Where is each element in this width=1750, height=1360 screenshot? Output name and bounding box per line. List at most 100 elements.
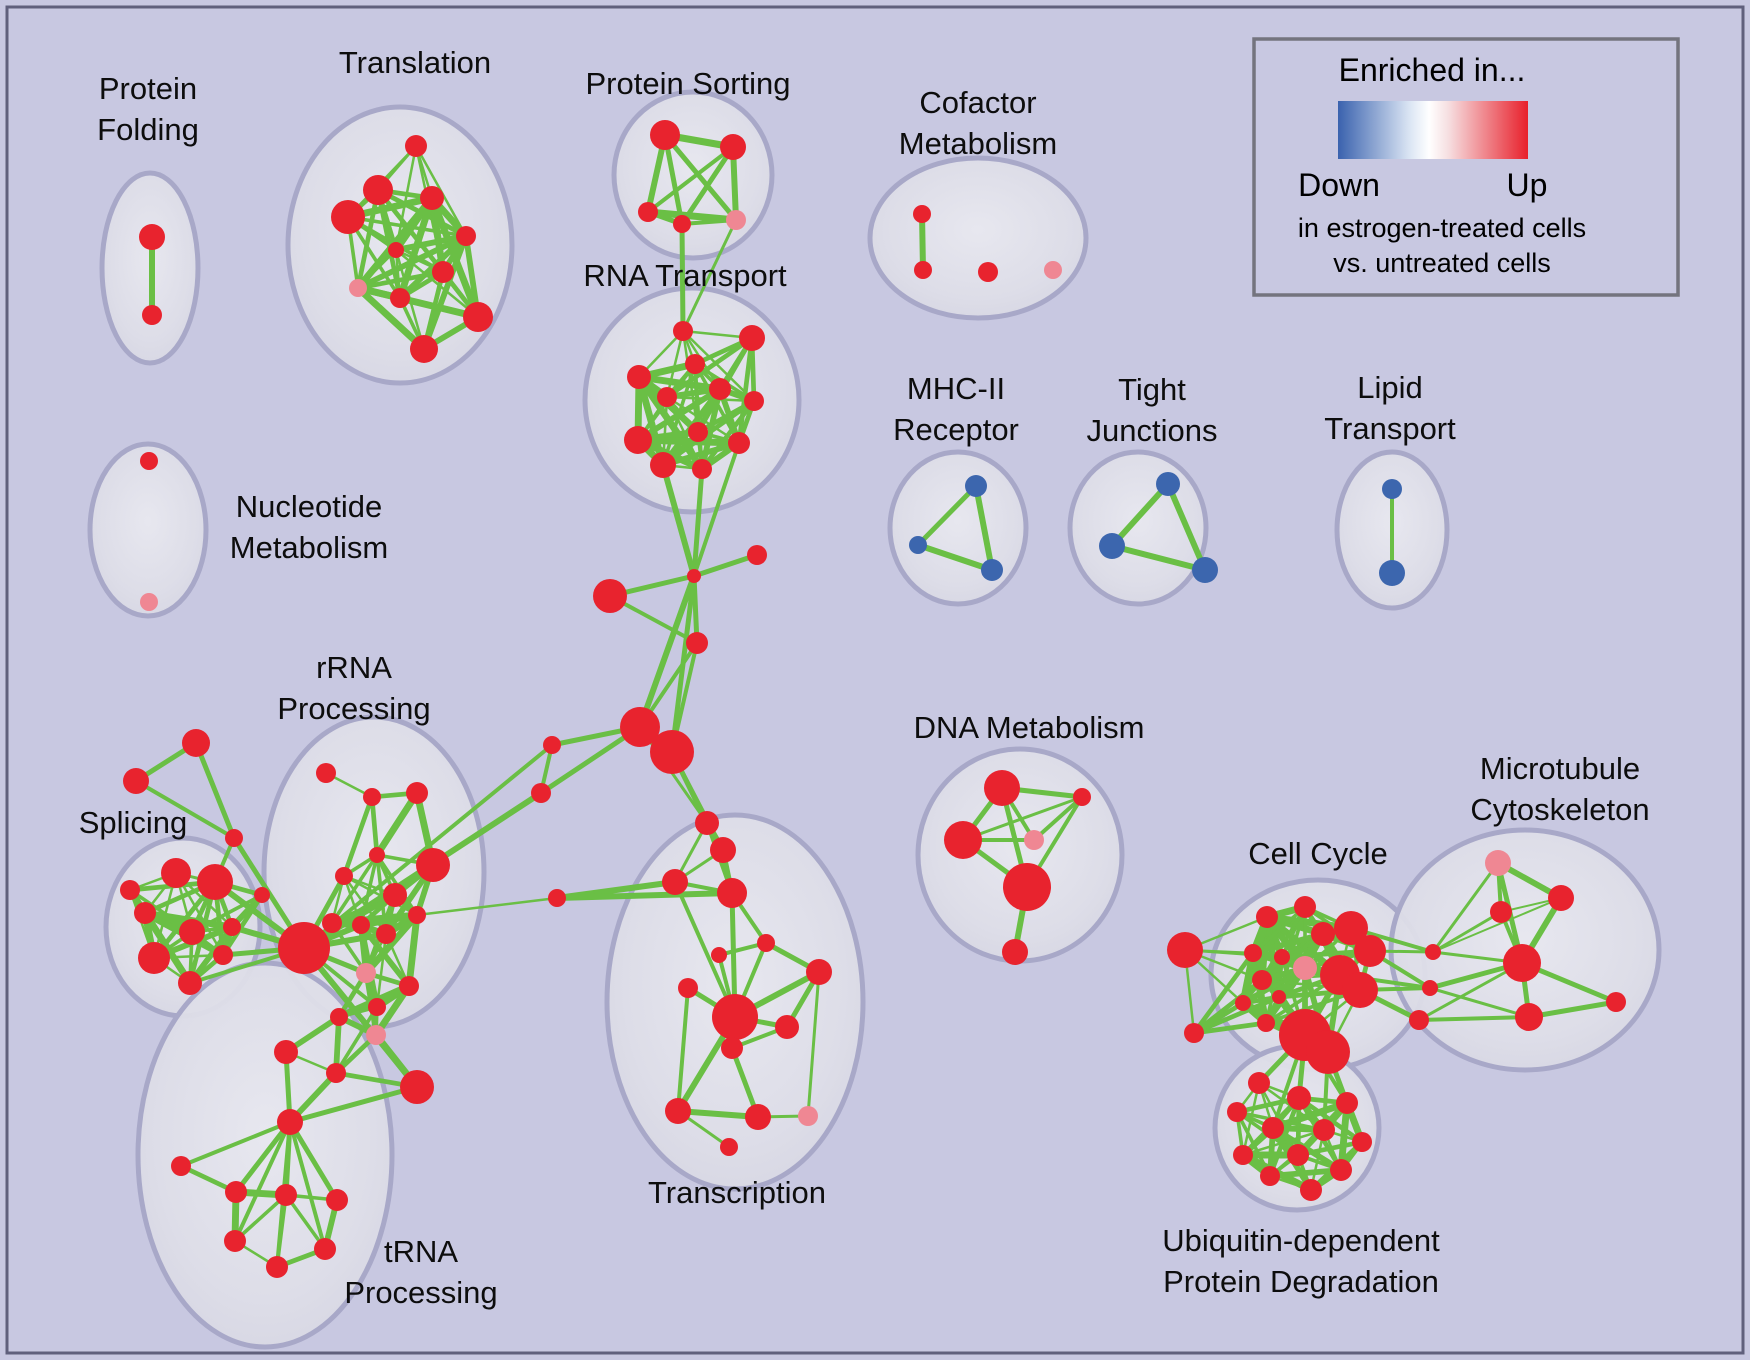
node[interactable]	[399, 976, 419, 996]
node[interactable]	[138, 942, 170, 974]
node[interactable]	[408, 906, 426, 924]
node[interactable]	[709, 378, 731, 400]
node[interactable]	[1485, 850, 1511, 876]
node[interactable]	[1248, 1072, 1270, 1094]
node[interactable]	[638, 202, 658, 222]
node[interactable]	[1235, 995, 1251, 1011]
node[interactable]	[806, 959, 832, 985]
node[interactable]	[531, 783, 551, 803]
node[interactable]	[650, 730, 694, 774]
node[interactable]	[376, 924, 396, 944]
node[interactable]	[326, 1063, 346, 1083]
node[interactable]	[657, 387, 677, 407]
node[interactable]	[405, 135, 427, 157]
node[interactable]	[390, 288, 410, 308]
node[interactable]	[909, 536, 927, 554]
node[interactable]	[1548, 885, 1574, 911]
node[interactable]	[1024, 830, 1044, 850]
node[interactable]	[1334, 911, 1368, 945]
node[interactable]	[981, 559, 1003, 581]
node[interactable]	[432, 261, 454, 283]
node[interactable]	[383, 883, 407, 907]
node[interactable]	[1099, 533, 1125, 559]
node[interactable]	[627, 365, 651, 389]
node[interactable]	[314, 1238, 336, 1260]
node[interactable]	[266, 1256, 288, 1278]
node[interactable]	[984, 770, 1020, 806]
node[interactable]	[1287, 1086, 1311, 1110]
node[interactable]	[278, 922, 330, 974]
node[interactable]	[1156, 472, 1180, 496]
node[interactable]	[274, 1040, 298, 1064]
node[interactable]	[463, 302, 493, 332]
node[interactable]	[316, 763, 336, 783]
node[interactable]	[275, 1184, 297, 1206]
node[interactable]	[420, 186, 444, 210]
node[interactable]	[721, 1037, 743, 1059]
node[interactable]	[678, 978, 698, 998]
node[interactable]	[1409, 1010, 1429, 1030]
node[interactable]	[593, 579, 627, 613]
node[interactable]	[400, 1070, 434, 1104]
node[interactable]	[1606, 992, 1626, 1012]
node[interactable]	[182, 729, 210, 757]
node[interactable]	[416, 848, 450, 882]
node[interactable]	[363, 788, 381, 806]
node[interactable]	[1252, 970, 1272, 990]
node[interactable]	[1354, 935, 1386, 967]
node[interactable]	[1244, 944, 1262, 962]
node[interactable]	[139, 224, 165, 250]
node[interactable]	[1257, 1014, 1275, 1032]
node[interactable]	[650, 120, 680, 150]
node[interactable]	[685, 354, 705, 374]
node[interactable]	[356, 963, 376, 983]
node[interactable]	[456, 226, 476, 246]
node[interactable]	[1233, 1145, 1253, 1165]
node[interactable]	[140, 452, 158, 470]
node[interactable]	[711, 947, 727, 963]
node[interactable]	[543, 736, 561, 754]
node[interactable]	[368, 998, 386, 1016]
node[interactable]	[914, 261, 932, 279]
node[interactable]	[1184, 1023, 1204, 1043]
node[interactable]	[1490, 901, 1512, 923]
node[interactable]	[695, 811, 719, 835]
node[interactable]	[1227, 1102, 1247, 1122]
node[interactable]	[720, 1138, 738, 1156]
node[interactable]	[775, 1015, 799, 1039]
node[interactable]	[1379, 560, 1405, 586]
node[interactable]	[650, 452, 676, 478]
node[interactable]	[406, 782, 428, 804]
node[interactable]	[1256, 906, 1278, 928]
node[interactable]	[225, 1181, 247, 1203]
node[interactable]	[335, 867, 353, 885]
node[interactable]	[1300, 1179, 1322, 1201]
node[interactable]	[624, 426, 652, 454]
node[interactable]	[178, 971, 202, 995]
node[interactable]	[1515, 1003, 1543, 1031]
node[interactable]	[134, 902, 156, 924]
node[interactable]	[331, 200, 365, 234]
node[interactable]	[1274, 949, 1290, 965]
node[interactable]	[717, 878, 747, 908]
node[interactable]	[744, 391, 764, 411]
node[interactable]	[686, 632, 708, 654]
node[interactable]	[330, 1008, 348, 1026]
node[interactable]	[1336, 1092, 1358, 1114]
node[interactable]	[1422, 980, 1438, 996]
node[interactable]	[223, 918, 241, 936]
node[interactable]	[322, 913, 342, 933]
node[interactable]	[1167, 932, 1203, 968]
node[interactable]	[352, 916, 370, 934]
node[interactable]	[728, 432, 750, 454]
node[interactable]	[225, 829, 243, 847]
node[interactable]	[366, 1025, 386, 1045]
node[interactable]	[965, 475, 987, 497]
node[interactable]	[757, 934, 775, 952]
node[interactable]	[673, 215, 691, 233]
node[interactable]	[1306, 1030, 1350, 1074]
node[interactable]	[1002, 939, 1028, 965]
node[interactable]	[662, 869, 688, 895]
node[interactable]	[978, 262, 998, 282]
node[interactable]	[171, 1156, 191, 1176]
